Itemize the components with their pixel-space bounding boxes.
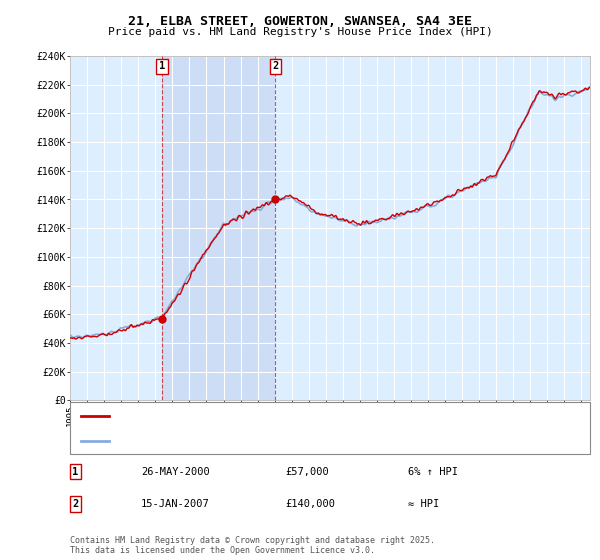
Text: £140,000: £140,000 bbox=[285, 499, 335, 509]
Text: 15-JAN-2007: 15-JAN-2007 bbox=[141, 499, 210, 509]
Text: 2: 2 bbox=[73, 499, 79, 509]
Text: 26-MAY-2000: 26-MAY-2000 bbox=[141, 466, 210, 477]
Text: 6% ↑ HPI: 6% ↑ HPI bbox=[408, 466, 458, 477]
Text: 21, ELBA STREET, GOWERTON, SWANSEA, SA4 3EE: 21, ELBA STREET, GOWERTON, SWANSEA, SA4 … bbox=[128, 15, 472, 28]
Text: Price paid vs. HM Land Registry's House Price Index (HPI): Price paid vs. HM Land Registry's House … bbox=[107, 27, 493, 37]
Text: ≈ HPI: ≈ HPI bbox=[408, 499, 439, 509]
Text: 1: 1 bbox=[159, 61, 165, 71]
Text: 2: 2 bbox=[272, 61, 278, 71]
Text: HPI: Average price, semi-detached house, Swansea: HPI: Average price, semi-detached house,… bbox=[115, 436, 397, 446]
Text: £57,000: £57,000 bbox=[285, 466, 329, 477]
Text: Contains HM Land Registry data © Crown copyright and database right 2025.
This d: Contains HM Land Registry data © Crown c… bbox=[70, 536, 435, 556]
Bar bbox=[162, 56, 275, 400]
Text: 1: 1 bbox=[73, 466, 79, 477]
Text: 21, ELBA STREET, GOWERTON, SWANSEA, SA4 3EE (semi-detached house): 21, ELBA STREET, GOWERTON, SWANSEA, SA4 … bbox=[115, 411, 497, 421]
